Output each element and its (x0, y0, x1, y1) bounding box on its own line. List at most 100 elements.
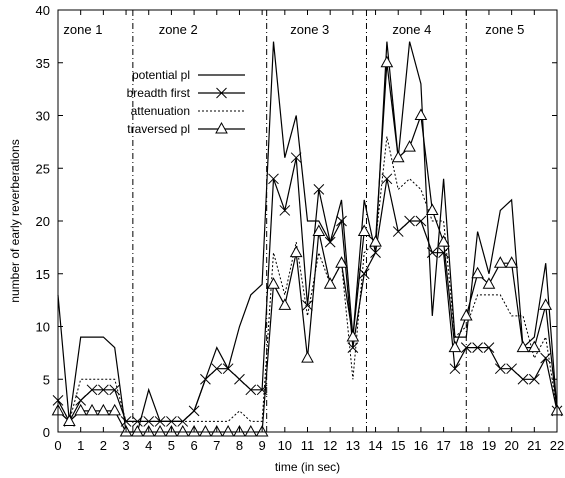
data-point-marker (346, 330, 360, 342)
marker-x-stroke (381, 173, 393, 185)
data-point-marker (143, 416, 155, 427)
marker-x-stroke (528, 373, 540, 385)
y-tick-label: 25 (36, 161, 50, 176)
x-tick-label: 4 (145, 438, 152, 453)
data-point-marker (459, 308, 473, 321)
data-point-marker (426, 247, 438, 259)
data-point-marker (516, 340, 530, 353)
series-line (57, 136, 558, 423)
marker-x-stroke (98, 384, 109, 396)
marker-x-stroke (188, 405, 200, 417)
legend-label: breadth first (127, 86, 191, 100)
marker-x-stroke (472, 342, 483, 353)
x-tick-label: 21 (527, 438, 541, 453)
marker-x-stroke (166, 416, 177, 427)
data-point-marker (403, 140, 416, 152)
data-point-marker (323, 277, 337, 289)
marker-x-stroke (268, 173, 279, 185)
data-point-marker (392, 226, 404, 237)
x-tick-label: 11 (301, 438, 315, 453)
data-point-marker (211, 363, 223, 375)
x-tick-label: 3 (122, 438, 129, 453)
data-point-marker (381, 173, 393, 185)
x-tick-label: 2 (100, 438, 107, 453)
x-tick-label: 14 (368, 438, 382, 453)
marker-x-stroke (86, 384, 98, 396)
legend-label: potential pl (132, 68, 190, 82)
x-tick-label: 10 (278, 438, 292, 453)
y-axis-title: number of early reverberations (8, 139, 22, 302)
marker-x-stroke (245, 384, 257, 396)
marker-x-stroke (143, 416, 155, 427)
series-traversed-pl (51, 55, 564, 437)
zone-label: zone 4 (392, 22, 431, 37)
x-axis-ticks: 0 1 2 3 4 5 6 7 8 9 10 11 12 13 14 15 16 17 18 19 20 21 22 (54, 10, 564, 453)
y-tick-label: 0 (43, 425, 50, 440)
data-point-marker (415, 215, 427, 227)
data-point-marker (358, 268, 370, 280)
marker-x-stroke (494, 363, 506, 375)
data-point-marker (75, 394, 87, 406)
data-point-marker (438, 247, 449, 259)
y-tick-label: 20 (36, 214, 50, 229)
data-point-marker (527, 340, 541, 353)
data-point-marker (493, 256, 507, 268)
data-point-marker (313, 183, 325, 195)
data-point-marker (268, 173, 279, 185)
y-tick-label: 10 (36, 320, 50, 335)
marker-x-stroke (460, 342, 472, 353)
data-point-marker (449, 363, 461, 375)
data-point-marker (335, 256, 348, 268)
marker-x-stroke (517, 373, 529, 385)
x-tick-label: 22 (550, 438, 564, 453)
marker-x-stroke (290, 152, 302, 164)
data-point-marker (200, 373, 211, 385)
y-tick-label: 40 (36, 3, 50, 18)
marker-x-stroke (392, 226, 404, 237)
zone-label: zone 2 (159, 22, 198, 37)
data-point-marker (425, 203, 439, 215)
data-point-marker (460, 342, 472, 353)
zone-label: zone 1 (63, 22, 102, 37)
data-point-marker (540, 352, 552, 364)
data-point-marker (448, 340, 462, 353)
data-point-marker (391, 150, 405, 163)
data-point-marker (414, 108, 428, 120)
marker-x-stroke (415, 215, 427, 227)
series-breadth-first (52, 152, 563, 427)
marker-x-stroke (154, 416, 166, 427)
marker-x-stroke (200, 373, 211, 385)
data-point-marker (86, 384, 98, 396)
data-point-marker (245, 384, 257, 396)
marker-x-stroke (506, 363, 517, 375)
data-point-marker (176, 424, 190, 437)
data-point-marker (85, 403, 99, 416)
y-axis-ticks: 0 5 10 15 20 25 30 35 40 (36, 3, 557, 440)
data-point-marker (279, 205, 291, 216)
data-point-marker (109, 384, 121, 396)
x-tick-label: 5 (168, 438, 175, 453)
zone-boundaries (132, 10, 467, 432)
marker-x-stroke (336, 215, 347, 227)
marker-x-stroke (438, 247, 449, 259)
data-point-marker (483, 342, 495, 353)
data-point-marker (471, 266, 484, 279)
x-tick-label: 8 (236, 438, 243, 453)
y-tick-label: 5 (43, 372, 50, 387)
marker-x-stroke (75, 394, 87, 406)
data-point-marker (154, 416, 166, 427)
y-tick-label: 30 (36, 109, 50, 124)
data-point-marker (324, 236, 336, 248)
legend-marker (216, 87, 227, 99)
marker-x-stroke (426, 247, 438, 259)
marker-x-stroke (234, 373, 245, 385)
data-point-marker (517, 373, 529, 385)
x-tick-label: 6 (190, 438, 197, 453)
x-tick-label: 19 (482, 438, 496, 453)
legend: potential pl breadth first attenuation trav… (127, 68, 245, 136)
data-point-marker (357, 224, 371, 237)
data-point-marker (301, 351, 314, 363)
marker-x-stroke (279, 205, 291, 216)
x-tick-label: 12 (323, 438, 337, 453)
